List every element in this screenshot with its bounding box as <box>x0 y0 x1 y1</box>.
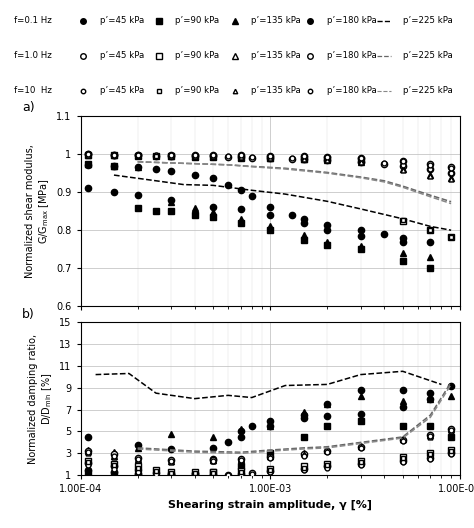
Text: p’=225 kPa: p’=225 kPa <box>403 86 453 95</box>
Y-axis label: Normalized damping ratio,
D/D$_\mathrm{min}$ [%]: Normalized damping ratio, D/D$_\mathrm{m… <box>28 334 54 464</box>
Text: p’=135 kPa: p’=135 kPa <box>251 16 301 25</box>
Text: p’=135 kPa: p’=135 kPa <box>251 86 301 95</box>
Text: p’=180 kPa: p’=180 kPa <box>327 16 377 25</box>
Text: f=10  Hz: f=10 Hz <box>14 86 52 95</box>
X-axis label: Shearing strain amplitude, γ [%]: Shearing strain amplitude, γ [%] <box>168 500 372 510</box>
Text: f=1.0 Hz: f=1.0 Hz <box>14 51 52 60</box>
Text: f=0.1 Hz: f=0.1 Hz <box>14 16 52 25</box>
Text: p’=180 kPa: p’=180 kPa <box>327 86 377 95</box>
Text: p’=135 kPa: p’=135 kPa <box>251 51 301 60</box>
Text: p’=90 kPa: p’=90 kPa <box>175 16 219 25</box>
Text: p’=45 kPa: p’=45 kPa <box>100 51 144 60</box>
Text: a): a) <box>22 101 35 114</box>
Y-axis label: Normalized shear modulus,
G/G$_\mathrm{max}$ [MPa]: Normalized shear modulus, G/G$_\mathrm{m… <box>25 144 51 278</box>
Text: p’=45 kPa: p’=45 kPa <box>100 86 144 95</box>
Text: p’=90 kPa: p’=90 kPa <box>175 86 219 95</box>
Text: p’=180 kPa: p’=180 kPa <box>327 51 377 60</box>
Text: p’=45 kPa: p’=45 kPa <box>100 16 144 25</box>
Text: p’=225 kPa: p’=225 kPa <box>403 16 453 25</box>
Text: b): b) <box>22 307 35 320</box>
Text: p’=90 kPa: p’=90 kPa <box>175 51 219 60</box>
Text: p’=225 kPa: p’=225 kPa <box>403 51 453 60</box>
